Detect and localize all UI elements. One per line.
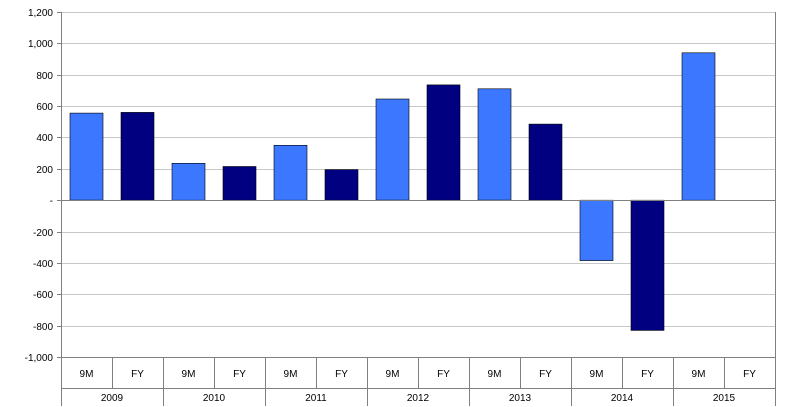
y-tick-label: -400 <box>33 259 53 270</box>
y-tick-label: 600 <box>36 102 53 113</box>
bar-2010-9M <box>171 163 206 201</box>
bar-2015-9M <box>681 52 716 201</box>
y-tick-label: 1,200 <box>28 8 53 19</box>
year-label: 2010 <box>203 393 226 404</box>
bar-2010-FY <box>222 166 257 201</box>
bar-2012-FY <box>426 84 461 201</box>
x-tick-label: 9M <box>692 369 706 380</box>
year-label: 2012 <box>407 393 430 404</box>
y-tick-label: - <box>50 196 53 207</box>
bar-2009-9M <box>69 112 104 201</box>
y-tick-label: 1,000 <box>28 39 53 50</box>
bar-2014-9M <box>579 199 614 261</box>
year-label: 2013 <box>509 393 532 404</box>
y-tick-label: -200 <box>33 228 53 239</box>
x-tick-label: FY <box>233 369 246 380</box>
bar-2013-FY <box>528 123 563 201</box>
bar-2009-FY <box>120 112 155 201</box>
axes <box>61 12 776 357</box>
year-label: 2009 <box>101 393 124 404</box>
bar-2014-FY <box>630 199 665 331</box>
gridlines <box>61 12 775 358</box>
year-label: 2015 <box>713 393 736 404</box>
x-tick-label: FY <box>437 369 450 380</box>
y-tick-label: -600 <box>33 290 53 301</box>
bars <box>69 52 716 331</box>
bar-2013-9M <box>477 88 512 201</box>
bar-2011-9M <box>273 145 308 201</box>
x-tick-label: 9M <box>590 369 604 380</box>
y-tick-label: 800 <box>36 71 53 82</box>
year-label: 2011 <box>305 393 327 404</box>
x-tick-label: 9M <box>182 369 196 380</box>
x-tick-label: FY <box>131 369 144 380</box>
x-tick-label: 9M <box>80 369 94 380</box>
x-tick-label: FY <box>335 369 348 380</box>
x-axis-categories: 9M FY 9M FY 9M FY 9M FY 9M FY 9M FY 9M FY 2009 2010 2011… <box>61 357 776 406</box>
x-tick-label: 9M <box>386 369 400 380</box>
y-tick-label: -1,000 <box>25 353 54 364</box>
x-tick-label: 9M <box>284 369 298 380</box>
x-tick-label: FY <box>539 369 552 380</box>
y-tick-label: -800 <box>33 322 53 333</box>
bar-2011-FY <box>324 169 359 201</box>
bar-2012-9M <box>375 98 410 201</box>
y-tick-label: 400 <box>36 133 53 144</box>
y-tick-label: 200 <box>36 165 53 176</box>
y-axis-ticks: 1,200 1,000 800 600 400 200 - -200 -400 -600 -800 -… <box>25 8 61 364</box>
year-label: 2014 <box>611 393 634 404</box>
x-tick-label: 9M <box>488 369 502 380</box>
x-tick-label: FY <box>641 369 654 380</box>
x-tick-label: FY <box>743 369 756 380</box>
